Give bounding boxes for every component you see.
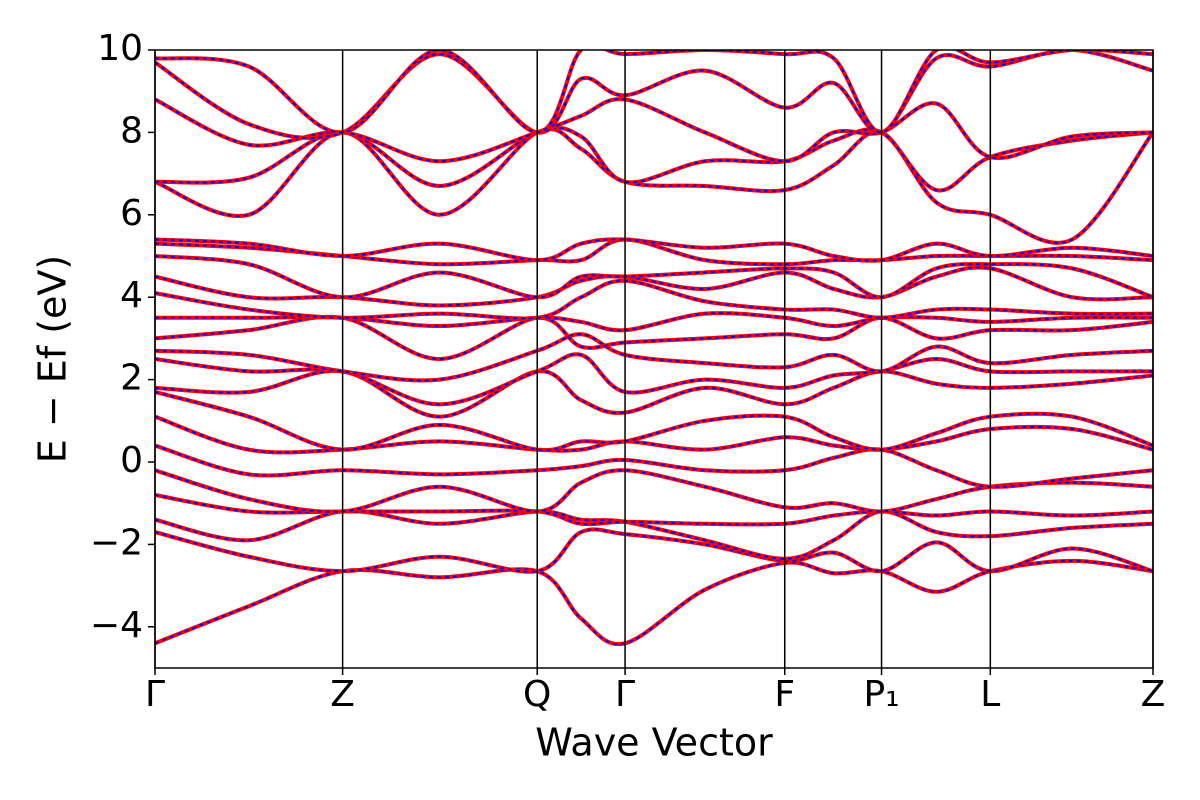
band-line-overlay <box>155 390 1153 452</box>
band-line-overlay <box>155 469 1153 513</box>
band-line-overlay <box>155 510 1153 560</box>
x-tick-label: F <box>774 674 795 715</box>
band-line-overlay <box>155 559 1153 646</box>
band-line-overlay <box>155 315 1153 361</box>
band-line <box>155 368 1153 419</box>
band-line <box>155 468 1153 514</box>
x-tick-label: Γ <box>145 674 165 715</box>
y-tick-label: −2 <box>90 522 143 563</box>
y-tick-label: 0 <box>120 440 143 481</box>
x-tick-label: Z <box>330 674 355 715</box>
y-tick-label: 10 <box>97 28 143 69</box>
band-line-overlay <box>155 369 1153 418</box>
y-tick-label: 6 <box>120 193 143 234</box>
x-tick-label: Z <box>1141 674 1166 715</box>
x-tick-label: L <box>980 674 1000 715</box>
band-line <box>155 50 1153 140</box>
x-tick-label: Γ <box>615 674 635 715</box>
y-tick-label: 4 <box>120 275 143 316</box>
band-line <box>155 558 1153 647</box>
bands <box>155 50 1153 647</box>
x-tick-label: Q <box>523 674 551 715</box>
y-tick-label: −4 <box>90 605 143 646</box>
x-tick-label: P₁ <box>863 674 899 715</box>
band-line <box>155 390 1153 453</box>
band-line-overlay <box>155 279 1153 320</box>
y-tick-label: 2 <box>120 358 143 399</box>
y-axis-label: E − Ef (eV) <box>31 255 75 464</box>
band-line-overlay <box>155 444 1153 488</box>
band-line <box>155 50 1153 135</box>
band-line <box>155 254 1153 300</box>
band-line-overlay <box>155 128 1153 244</box>
band-line-overlay <box>155 50 1153 134</box>
x-axis-label: Wave Vector <box>535 721 773 765</box>
y-tick-label: 8 <box>120 110 143 151</box>
band-line-overlay <box>155 528 1153 573</box>
band-line-overlay <box>155 333 1153 382</box>
band-line-overlay <box>155 238 1153 262</box>
band-line-overlay <box>155 255 1153 299</box>
